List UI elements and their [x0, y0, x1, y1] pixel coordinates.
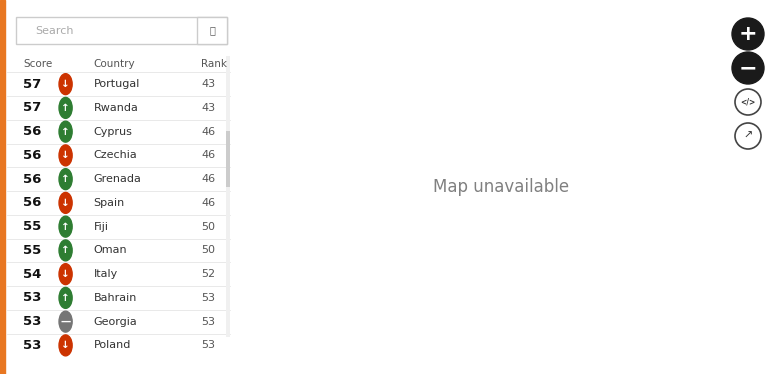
- Text: 50: 50: [201, 222, 216, 232]
- FancyBboxPatch shape: [16, 17, 227, 44]
- Bar: [226, 131, 230, 187]
- Text: ↓: ↓: [61, 79, 70, 89]
- Text: Italy: Italy: [94, 269, 118, 279]
- Text: 46: 46: [201, 127, 216, 137]
- Text: Cyprus: Cyprus: [94, 127, 133, 137]
- Circle shape: [59, 169, 72, 190]
- Text: 53: 53: [201, 293, 216, 303]
- Circle shape: [59, 264, 72, 285]
- Text: ↑: ↑: [61, 127, 70, 137]
- Text: ↓: ↓: [61, 198, 70, 208]
- Text: ↑: ↑: [61, 245, 70, 255]
- Bar: [197, 17, 227, 44]
- Text: Country: Country: [94, 59, 135, 69]
- Text: 46: 46: [201, 150, 216, 160]
- Circle shape: [59, 192, 72, 213]
- Text: ↑: ↑: [61, 222, 70, 232]
- Text: 54: 54: [24, 268, 41, 280]
- Text: ↑: ↑: [61, 174, 70, 184]
- Text: 53: 53: [201, 340, 216, 350]
- Text: 57: 57: [24, 78, 41, 91]
- Text: 55: 55: [24, 220, 41, 233]
- Text: Spain: Spain: [94, 198, 125, 208]
- Text: Georgia: Georgia: [94, 317, 137, 327]
- Text: −: −: [739, 58, 757, 78]
- Text: 46: 46: [201, 174, 216, 184]
- Text: ↑: ↑: [61, 103, 70, 113]
- Text: 56: 56: [24, 149, 41, 162]
- Text: Search: Search: [35, 26, 74, 36]
- Text: Oman: Oman: [94, 245, 127, 255]
- Text: +: +: [739, 24, 757, 44]
- Circle shape: [59, 240, 72, 261]
- Circle shape: [735, 89, 761, 115]
- Text: Grenada: Grenada: [94, 174, 141, 184]
- Text: Poland: Poland: [94, 340, 131, 350]
- Text: Bahrain: Bahrain: [94, 293, 137, 303]
- Circle shape: [732, 18, 764, 50]
- Text: ↓: ↓: [61, 340, 70, 350]
- Text: 56: 56: [24, 125, 41, 138]
- Text: 53: 53: [24, 339, 41, 352]
- Text: —: —: [61, 317, 71, 327]
- Text: 46: 46: [201, 198, 216, 208]
- Text: 55: 55: [24, 244, 41, 257]
- Text: 43: 43: [201, 79, 216, 89]
- Text: Map unavailable: Map unavailable: [433, 178, 569, 196]
- Text: Rwanda: Rwanda: [94, 103, 138, 113]
- Circle shape: [59, 335, 72, 356]
- Text: ↓: ↓: [61, 269, 70, 279]
- Text: ↓: ↓: [61, 150, 70, 160]
- Text: 43: 43: [201, 103, 216, 113]
- Text: 56: 56: [24, 173, 41, 186]
- Text: 56: 56: [24, 196, 41, 209]
- Text: Czechia: Czechia: [94, 150, 137, 160]
- Text: Rank: Rank: [201, 59, 227, 69]
- Text: ↗: ↗: [743, 131, 753, 141]
- Bar: [226, 56, 230, 337]
- Circle shape: [59, 98, 72, 119]
- Text: 🔍: 🔍: [209, 26, 215, 36]
- Text: 53: 53: [201, 317, 216, 327]
- Circle shape: [59, 216, 72, 237]
- Text: </>: </>: [740, 98, 756, 107]
- Text: Score: Score: [24, 59, 53, 69]
- Text: 50: 50: [201, 245, 216, 255]
- Circle shape: [59, 287, 72, 308]
- Text: 57: 57: [24, 101, 41, 114]
- Circle shape: [735, 123, 761, 149]
- Circle shape: [59, 311, 72, 332]
- Circle shape: [59, 145, 72, 166]
- Text: Portugal: Portugal: [94, 79, 140, 89]
- Bar: [0, 0, 5, 374]
- Text: 53: 53: [24, 315, 41, 328]
- Circle shape: [59, 74, 72, 95]
- Circle shape: [732, 52, 764, 84]
- Text: 53: 53: [24, 291, 41, 304]
- Text: ↑: ↑: [61, 293, 70, 303]
- Text: Fiji: Fiji: [94, 222, 109, 232]
- Text: 52: 52: [201, 269, 216, 279]
- Circle shape: [59, 121, 72, 142]
